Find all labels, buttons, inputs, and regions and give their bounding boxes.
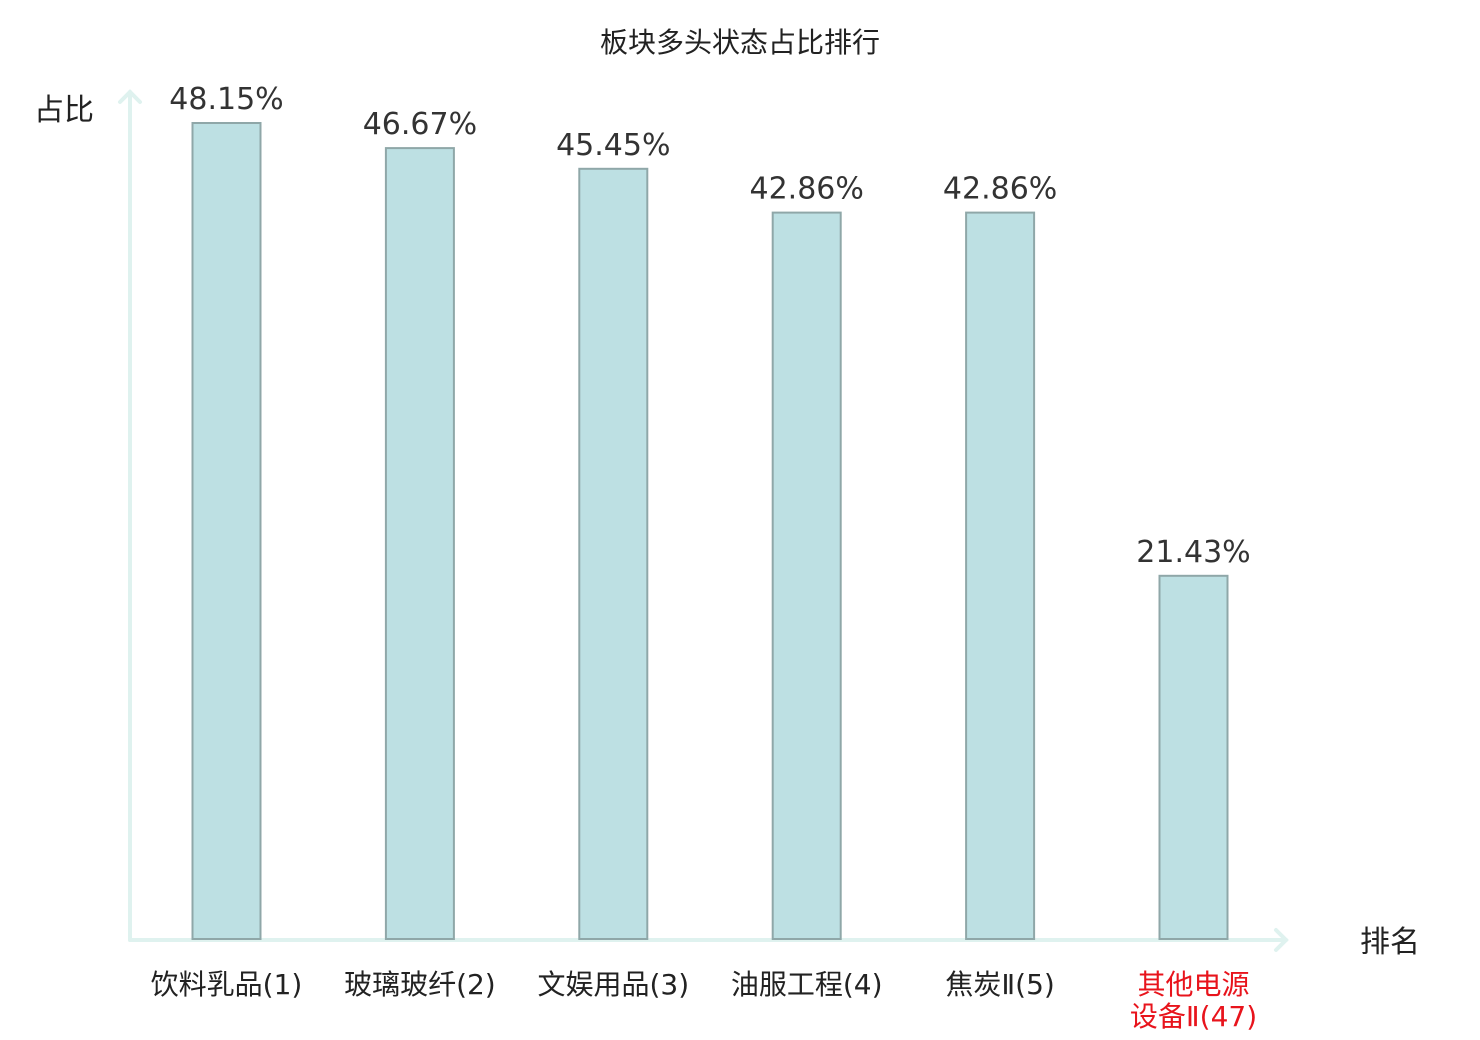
bars-group [191, 122, 1229, 941]
x-tick-labels-group: 饮料乳品(1) 玻璃玻纤(2) 文娱用品(3) 油服工程(4) 焦炭Ⅱ(5) 其他电源设备… [151, 968, 1257, 1033]
x-tick-label: 油服工程(4) [731, 968, 883, 1001]
x-tick-label-line: 玻璃玻纤(2) [344, 968, 496, 1001]
bar [771, 211, 842, 941]
value-labels-group: 48.15% 46.67% 45.45% 42.86% 42.86% 21.43% [169, 82, 1250, 570]
x-axis-arrow-icon [1274, 928, 1289, 952]
bar [578, 167, 649, 941]
x-tick-label: 玻璃玻纤(2) [344, 968, 496, 1001]
bar-value-label: 48.15% [169, 82, 283, 117]
x-tick-label-line: 油服工程(4) [731, 968, 883, 1001]
bar-value-label: 46.67% [363, 107, 477, 142]
bar [965, 211, 1036, 941]
x-tick-label: 其他电源设备Ⅱ(47) [1130, 968, 1257, 1033]
x-tick-label: 文娱用品(3) [537, 968, 689, 1001]
bar-value-label: 42.86% [750, 172, 864, 207]
y-axis-label: 占比 [34, 93, 94, 128]
bar-value-label: 42.86% [943, 172, 1057, 207]
chart-title: 板块多头状态占比排行 [600, 26, 880, 59]
bar [384, 147, 455, 941]
x-tick-label-line: 设备Ⅱ(47) [1130, 1000, 1257, 1033]
x-tick-label-line: 文娱用品(3) [537, 968, 689, 1001]
x-tick-label: 焦炭Ⅱ(5) [945, 968, 1054, 1001]
y-axis-arrow-icon [118, 89, 142, 104]
x-tick-label-line: 其他电源 [1137, 968, 1249, 1001]
x-tick-label: 饮料乳品(1) [151, 968, 303, 1001]
x-axis-label: 排名 [1360, 925, 1420, 960]
bar-value-label: 45.45% [556, 128, 670, 163]
bar [1158, 574, 1229, 940]
x-tick-label-line: 饮料乳品(1) [151, 968, 303, 1001]
x-tick-label-line: 焦炭Ⅱ(5) [945, 968, 1054, 1001]
bar [191, 122, 262, 940]
bar-value-label: 21.43% [1136, 535, 1250, 570]
